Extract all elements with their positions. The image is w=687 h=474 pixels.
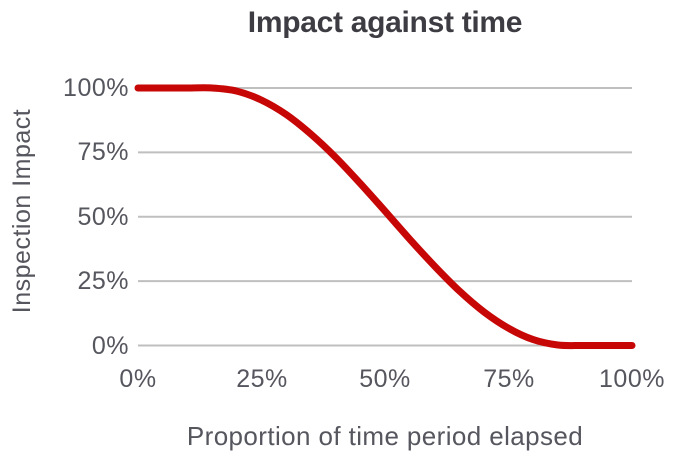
impact-curve [134,84,636,350]
y-tick-label: 75% [77,138,129,166]
x-tick-label: 0% [119,365,157,393]
x-tick-label: 50% [359,365,411,393]
x-tick-label: 75% [483,365,535,393]
gridlines [138,87,632,347]
y-tick-label: 100% [63,74,129,102]
x-tick-label: 25% [236,365,288,393]
y-tick-label: 25% [77,267,129,295]
x-axis-title: Proportion of time period elapsed [186,421,584,451]
y-tick-label: 50% [77,203,129,231]
x-tick-label: 100% [599,365,665,393]
chart-title: Impact against time [247,6,523,39]
y-tick-label: 0% [91,332,129,360]
